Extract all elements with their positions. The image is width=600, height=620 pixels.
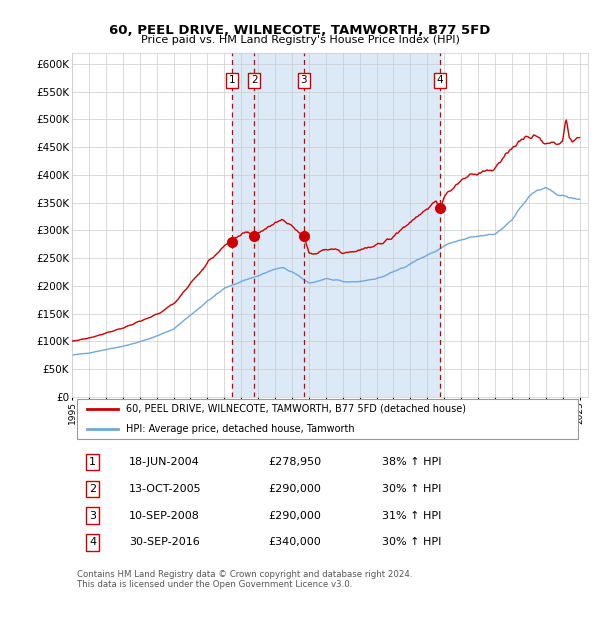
Text: 30-SEP-2016: 30-SEP-2016 — [129, 538, 200, 547]
Text: 1: 1 — [229, 76, 235, 86]
Text: HPI: Average price, detached house, Tamworth: HPI: Average price, detached house, Tamw… — [126, 424, 355, 434]
Text: 10-SEP-2008: 10-SEP-2008 — [129, 511, 200, 521]
Text: 30% ↑ HPI: 30% ↑ HPI — [382, 538, 441, 547]
Text: £278,950: £278,950 — [268, 457, 321, 467]
Text: Price paid vs. HM Land Registry's House Price Index (HPI): Price paid vs. HM Land Registry's House … — [140, 35, 460, 45]
Text: 1: 1 — [89, 457, 96, 467]
Text: £340,000: £340,000 — [268, 538, 321, 547]
Bar — [232, 53, 440, 397]
Text: £290,000: £290,000 — [268, 511, 321, 521]
Text: 13-OCT-2005: 13-OCT-2005 — [129, 484, 202, 494]
Text: 3: 3 — [89, 511, 96, 521]
Text: 4: 4 — [437, 76, 443, 86]
Text: £290,000: £290,000 — [268, 484, 321, 494]
Text: 60, PEEL DRIVE, WILNECOTE, TAMWORTH, B77 5FD (detached house): 60, PEEL DRIVE, WILNECOTE, TAMWORTH, B77… — [126, 404, 466, 414]
Text: 2: 2 — [89, 484, 96, 494]
Text: 60, PEEL DRIVE, WILNECOTE, TAMWORTH, B77 5FD: 60, PEEL DRIVE, WILNECOTE, TAMWORTH, B77… — [109, 24, 491, 37]
Text: 4: 4 — [89, 538, 96, 547]
Text: 38% ↑ HPI: 38% ↑ HPI — [382, 457, 441, 467]
Text: 31% ↑ HPI: 31% ↑ HPI — [382, 511, 441, 521]
Text: 18-JUN-2004: 18-JUN-2004 — [129, 457, 200, 467]
Text: 2: 2 — [251, 76, 257, 86]
Text: 3: 3 — [300, 76, 307, 86]
FancyBboxPatch shape — [77, 399, 578, 439]
Text: Contains HM Land Registry data © Crown copyright and database right 2024.
This d: Contains HM Land Registry data © Crown c… — [77, 570, 413, 589]
Text: 30% ↑ HPI: 30% ↑ HPI — [382, 484, 441, 494]
